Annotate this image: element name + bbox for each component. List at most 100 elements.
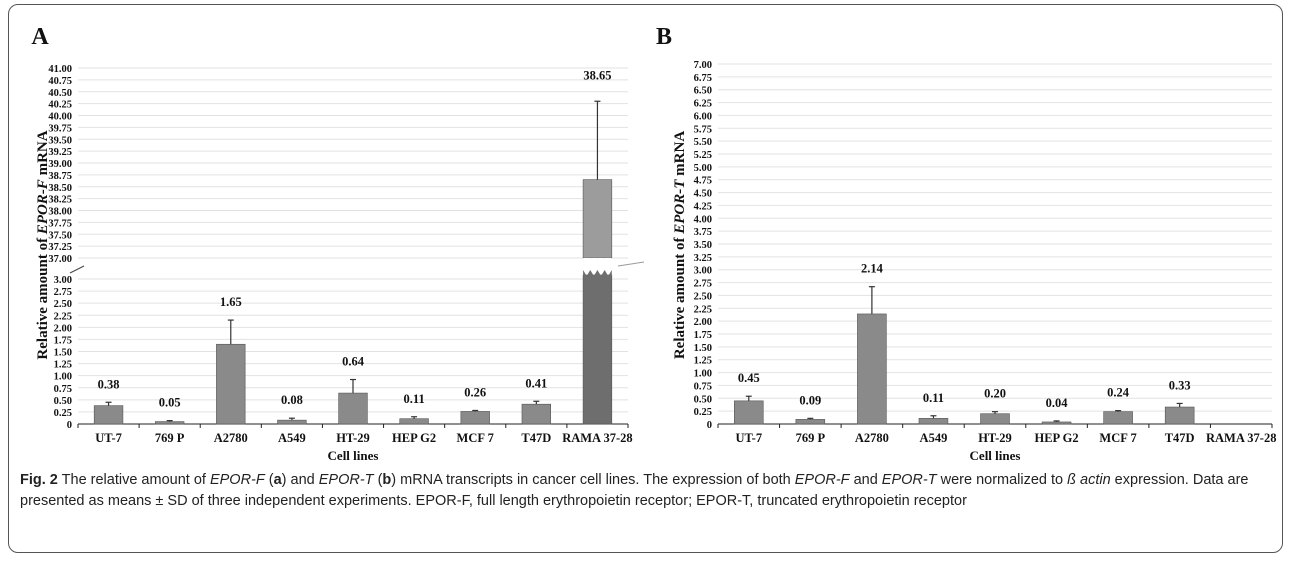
data-label: 0.20 — [984, 387, 1006, 401]
y-tick-label: 3.25 — [694, 253, 712, 264]
caption-text: were normalized to — [936, 472, 1068, 488]
y-tick-label: 0.75 — [54, 384, 72, 395]
y-tick-label: 2.50 — [694, 291, 712, 302]
data-label: 38.65 — [583, 68, 611, 82]
bar — [1164, 406, 1195, 425]
y-axis-label: Relative amount of EPOR-F mRNA — [35, 130, 51, 359]
y-tick-label: 2.00 — [694, 317, 712, 328]
y-tick-label: 3.75 — [694, 227, 712, 238]
x-tick-label: MCF 7 — [457, 431, 494, 445]
x-tick-label: HEP G2 — [1035, 431, 1079, 445]
x-tick-label: RAMA 37-28 — [1206, 431, 1276, 445]
y-tick-label: 37.25 — [48, 242, 72, 253]
y-tick-label: 5.75 — [694, 124, 712, 135]
data-label: 0.26 — [464, 385, 486, 399]
y-tick-label: 39.00 — [48, 159, 72, 170]
x-tick-label: RAMA 37-28 — [562, 431, 632, 445]
y-tick-label: 3.50 — [694, 240, 712, 251]
y-tick-label: 2.75 — [694, 279, 712, 290]
caption-text: ) and — [281, 472, 319, 488]
axis-break-mark — [617, 261, 645, 267]
caption-text: ) mRNA transcripts in cancer cell lines.… — [391, 472, 795, 488]
panel-b-chart: B 0 0.25 0.50 0.751.00 1.25 1.50 1.75 2.00 2.25 2.… — [656, 24, 1276, 463]
y-tick-label: 0.25 — [694, 407, 712, 418]
x-tick-label: MCF 7 — [1099, 431, 1136, 445]
y-tick-label: 40.50 — [48, 88, 72, 99]
x-tick-label: A2780 — [855, 431, 889, 445]
bar — [1103, 411, 1133, 425]
caption-text: expression. Data are presented as means … — [20, 472, 1249, 509]
y-tick-label: 5.00 — [694, 163, 712, 174]
panel-a-chart: A00.250.500.751.001.251.501.752.002.252.… — [31, 24, 645, 463]
bar — [155, 421, 185, 425]
y-tick-label: 0.50 — [54, 396, 72, 407]
data-label: 0.08 — [281, 393, 303, 407]
bar — [582, 179, 613, 259]
y-tick-label: 0.50 — [694, 394, 712, 405]
y-tick-label: 0.75 — [694, 381, 712, 392]
x-tick-label: HT-29 — [336, 431, 370, 445]
caption-panel-ref: b — [382, 472, 392, 488]
y-tick-label: 39.75 — [48, 123, 72, 134]
bar — [980, 413, 1010, 425]
data-label: 0.04 — [1046, 396, 1069, 410]
y-tick-label: 37.50 — [48, 230, 72, 241]
y-tick-label: 38.25 — [48, 195, 72, 206]
bar-lower-segment — [582, 274, 613, 425]
y-tick-label: 7.00 — [694, 60, 712, 71]
y-tick-label: 2.25 — [54, 311, 72, 322]
figure-caption: Fig. 2 The relative amount of EPOR-F (a)… — [20, 470, 1275, 512]
x-tick-label: A2780 — [214, 431, 248, 445]
bar — [277, 419, 307, 425]
caption-gene: EPOR-T — [318, 472, 374, 488]
y-tick-label: 1.50 — [694, 343, 712, 354]
x-axis-title: Cell lines — [970, 448, 1021, 463]
bar — [918, 418, 949, 425]
y-tick-label: 3.00 — [694, 266, 712, 277]
y-tick-label: 38.00 — [48, 207, 72, 218]
y-tick-label: 6.75 — [694, 73, 712, 84]
caption-gene: EPOR-T — [881, 472, 937, 488]
y-tick-label: 40.25 — [48, 100, 72, 111]
bar — [93, 405, 124, 425]
bar — [734, 400, 764, 425]
y-tick-label: 4.75 — [694, 176, 712, 187]
y-tick-label: 2.25 — [694, 304, 712, 315]
y-tick-label: 1.25 — [694, 356, 712, 367]
y-axis-label-gene: EPOR-T — [672, 179, 688, 235]
data-label: 0.41 — [525, 376, 547, 390]
caption-panel-ref: a — [273, 472, 282, 488]
y-tick-label: 3.00 — [54, 275, 72, 286]
data-label: 0.24 — [1107, 386, 1130, 400]
y-tick-label: 4.50 — [694, 189, 712, 200]
y-axis-label-suffix: mRNA — [35, 130, 51, 179]
y-tick-label: 39.50 — [48, 135, 72, 146]
y-tick-label: 41.00 — [48, 64, 72, 75]
data-label: 0.33 — [1169, 378, 1191, 392]
figure-frame — [8, 4, 1283, 553]
y-axis-label-gene: EPOR-F — [35, 179, 51, 235]
data-label: 0.11 — [404, 392, 425, 406]
data-label: 0.38 — [98, 377, 120, 391]
bar — [216, 343, 246, 425]
y-axis-label-suffix: mRNA — [672, 131, 688, 180]
y-tick-label: 0.25 — [54, 408, 72, 419]
bar — [857, 313, 887, 425]
y-tick-label: 5.50 — [694, 137, 712, 148]
y-tick-label: 6.25 — [694, 99, 712, 110]
y-tick-label: 4.00 — [694, 214, 712, 225]
bar — [338, 392, 368, 425]
caption-gene: EPOR-F — [209, 472, 265, 488]
data-label: 0.64 — [342, 355, 365, 369]
x-axis-title: Cell lines — [328, 448, 379, 463]
x-tick-label: 769 P — [796, 431, 826, 445]
y-tick-label: 40.00 — [48, 112, 72, 123]
axis-break-fill — [583, 258, 612, 264]
caption-gene: EPOR-F — [794, 472, 850, 488]
y-tick-label: 6.00 — [694, 111, 712, 122]
caption-gene: ß actin — [1067, 472, 1111, 488]
bar — [521, 403, 551, 425]
y-tick-label: 4.25 — [694, 201, 712, 212]
y-tick-label: 5.25 — [694, 150, 712, 161]
y-tick-label: 38.75 — [48, 171, 72, 182]
